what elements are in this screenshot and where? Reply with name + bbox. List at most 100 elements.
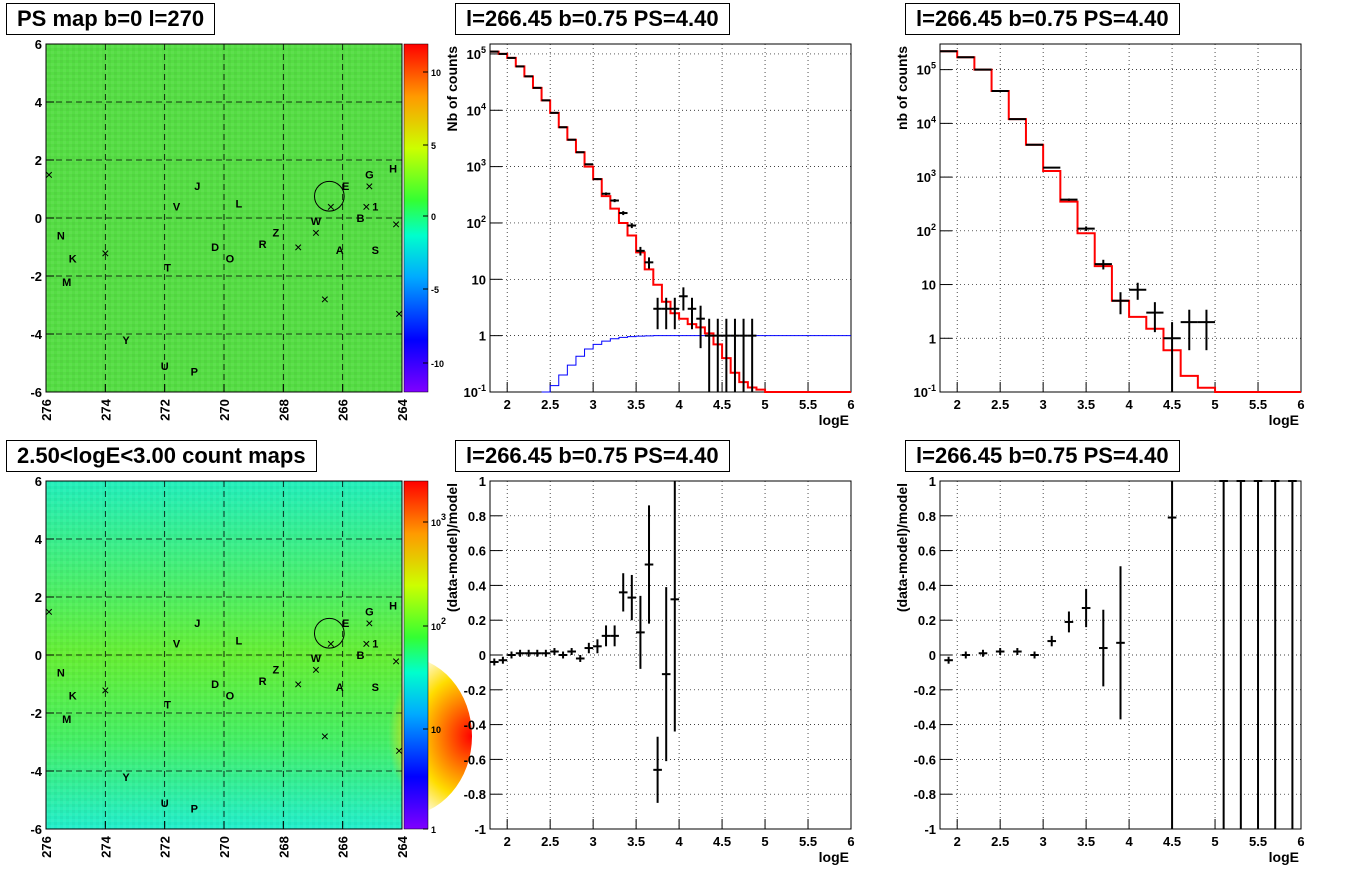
source-cross: × [101,682,109,698]
y-tick-label: -0.6 [914,752,936,767]
source-label: N [57,667,65,679]
colorbar-bottom-tick-label: 103 [431,512,446,528]
source-label: E [342,181,349,193]
map-y-tick-label: -6 [30,822,42,837]
y-axis-label: Nb of counts [444,46,460,132]
colorbar-bottom-tick-label: 1 [431,825,436,835]
map-frame [45,43,403,393]
map-x-tick-label: 266 [336,836,351,858]
map-y-tick-label: -4 [30,764,42,779]
y-tick-label: 103 [917,168,936,185]
spectrum-fine-title: l=266.45 b=0.75 PS=4.40 [455,3,730,35]
source-cross: × [362,198,370,214]
x-tick-label: 2.5 [541,397,559,412]
source-label: T [164,699,171,711]
source-label: B [356,213,364,225]
source-label: D [211,242,219,254]
y-tick-label: 103 [467,158,486,175]
source-label: J [194,181,200,193]
colorbar-top-tick-label: 5 [431,141,436,151]
x-tick-label: 6 [1297,397,1304,412]
source-label: G [365,607,374,619]
y-tick-label: 0.4 [468,578,487,593]
x-tick-label: 5 [1211,397,1218,412]
y-axis-label: nb of counts [894,46,910,130]
plot-frame [489,480,852,830]
y-tick-label: -0.2 [914,683,936,698]
x-axis-label: logE [1269,412,1299,428]
map-y-tick-label: -6 [30,385,42,400]
source-cross: × [395,306,403,322]
x-axis-label: logE [1269,849,1299,865]
source-cross: × [365,615,373,631]
source-label: Z [273,228,280,240]
candidate-circle [313,617,345,649]
y-tick-label: 1 [479,329,486,344]
colorbar-bottom-frame [403,480,429,830]
plot-area [490,44,851,392]
x-tick-label: 2 [504,834,511,849]
y-tick-label: 10-1 [464,383,486,400]
colorbar-bottom-tick-label: 10 [431,725,441,735]
map-x-tick-label: 264 [395,835,410,857]
x-tick-label: 5.5 [799,834,817,849]
source-label: K [69,254,77,266]
x-tick-label: 3 [1040,834,1047,849]
source-label: O [226,254,235,266]
source-label: J [194,618,200,630]
source-label: E [342,618,349,630]
source-label: T [164,262,171,274]
y-tick-label: 10-1 [914,383,936,400]
colorbar-bottom-gradient [404,481,428,829]
map-y-tick-label: -2 [30,706,42,721]
x-tick-label: 4 [1125,834,1133,849]
x-tick-label: 2 [504,397,511,412]
source-cross: × [101,245,109,261]
source-label: A [336,245,344,257]
source-cross: × [45,167,53,183]
colorbar-top-gradient [404,44,428,392]
map-top-title: PS map b=0 l=270 [6,3,216,35]
y-tick-label: 0.8 [468,509,486,524]
map-x-tick-label: 276 [39,836,54,858]
y-tick-label: 0 [479,648,486,663]
x-tick-label: 4.5 [713,397,731,412]
y-tick-label: 1 [929,331,936,346]
spectrum-coarse-title: l=266.45 b=0.75 PS=4.40 [905,3,1180,35]
x-tick-label: 4.5 [1163,834,1181,849]
source-cross: × [392,216,400,232]
source-cross: × [45,604,53,620]
map-bottom-title: 2.50<logE<3.00 count maps [6,440,317,472]
y-tick-label: 0.8 [918,509,936,524]
map-y-tick-label: 6 [35,474,42,489]
x-tick-label: 3 [590,397,597,412]
y-tick-label: 0.6 [468,544,486,559]
source-label: M [62,277,71,289]
x-tick-label: 2.5 [541,834,559,849]
y-tick-label: 102 [917,222,936,239]
colorbar-top-tick-label: 0 [431,212,436,222]
y-tick-label: 1 [479,474,486,489]
source-cross: × [294,676,302,692]
y-tick-label: 105 [467,45,486,62]
map-x-tick-label: 268 [276,399,291,421]
y-tick-label: 0 [929,648,936,663]
x-tick-label: 6 [847,397,854,412]
x-tick-label: 6 [1297,834,1304,849]
source-label: K [69,691,77,703]
map-y-tick-label: 0 [35,648,42,663]
map-y-tick-label: -4 [30,327,42,342]
y-tick-label: -0.4 [464,718,487,733]
x-tick-label: 3.5 [627,397,645,412]
x-axis-label: logE [819,849,849,865]
x-tick-label: 5.5 [799,397,817,412]
source-label: W [311,653,322,665]
y-tick-label: -0.8 [464,787,486,802]
source-label: W [311,216,322,228]
map-frame [45,480,403,830]
source-label: U [161,798,169,810]
y-tick-label: -0.8 [914,787,936,802]
plot-area [940,44,1301,392]
map-x-tick-label: 272 [158,836,173,858]
